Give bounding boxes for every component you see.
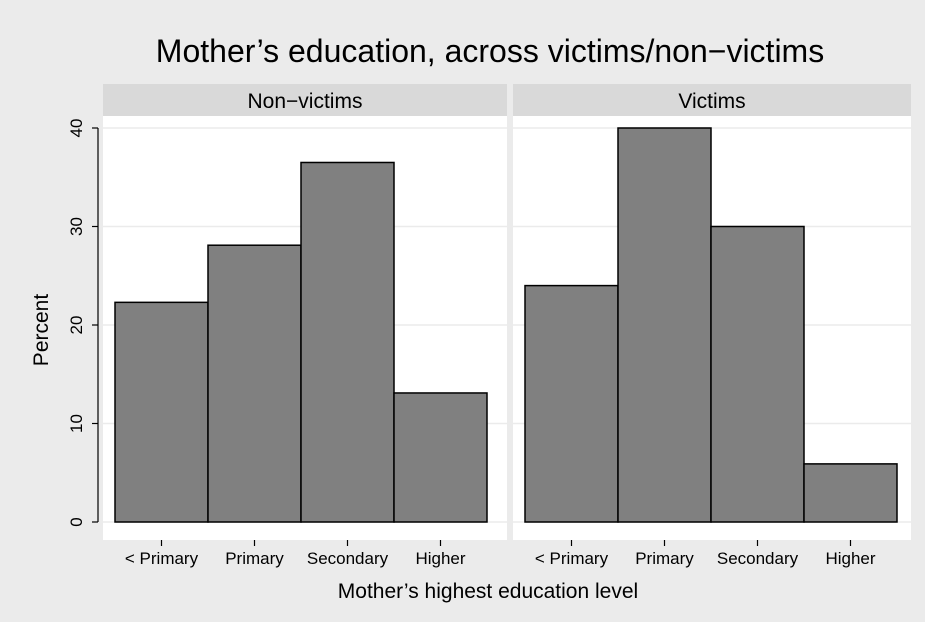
bar xyxy=(300,161,395,523)
panel-strip-label: Victims xyxy=(678,90,745,113)
y-tick-label: 20 xyxy=(67,316,86,335)
bar xyxy=(207,244,302,523)
y-tick-label: 40 xyxy=(67,119,86,138)
bar xyxy=(803,463,898,523)
chart-title: Mother’s education, across victims/non−v… xyxy=(156,33,824,69)
x-tick-label: < Primary xyxy=(125,549,199,568)
panel-1: Non−victims < Primary Primary Secondary High… xyxy=(67,84,507,568)
x-tick-label: Primary xyxy=(635,549,694,568)
bar xyxy=(524,284,619,523)
x-tick-label: Primary xyxy=(225,549,284,568)
x-tick-label: Secondary xyxy=(717,549,799,568)
x-tick-label: Secondary xyxy=(307,549,389,568)
x-axis-label: Mother’s highest education level xyxy=(338,580,638,603)
y-tick-label: 30 xyxy=(67,217,86,236)
bar xyxy=(393,392,488,523)
x-tick-label: Higher xyxy=(825,549,875,568)
y-tick-label: 10 xyxy=(67,414,86,433)
y-tick-label: 0 xyxy=(67,517,86,526)
bar xyxy=(114,301,209,523)
panel-2: Victims < Primary Primary Secondary Higher xyxy=(513,84,911,568)
y-axis-label: Percent xyxy=(30,294,53,367)
bar xyxy=(710,225,805,523)
panel-strip-label: Non−victims xyxy=(248,90,363,113)
chart-panels: Non−victims < Primary Primary Secondary High… xyxy=(67,84,911,568)
panel-strip xyxy=(513,84,911,116)
panel-strip xyxy=(103,84,507,116)
x-tick-label: < Primary xyxy=(535,549,609,568)
bar xyxy=(617,127,712,523)
x-tick-label: Higher xyxy=(415,549,465,568)
